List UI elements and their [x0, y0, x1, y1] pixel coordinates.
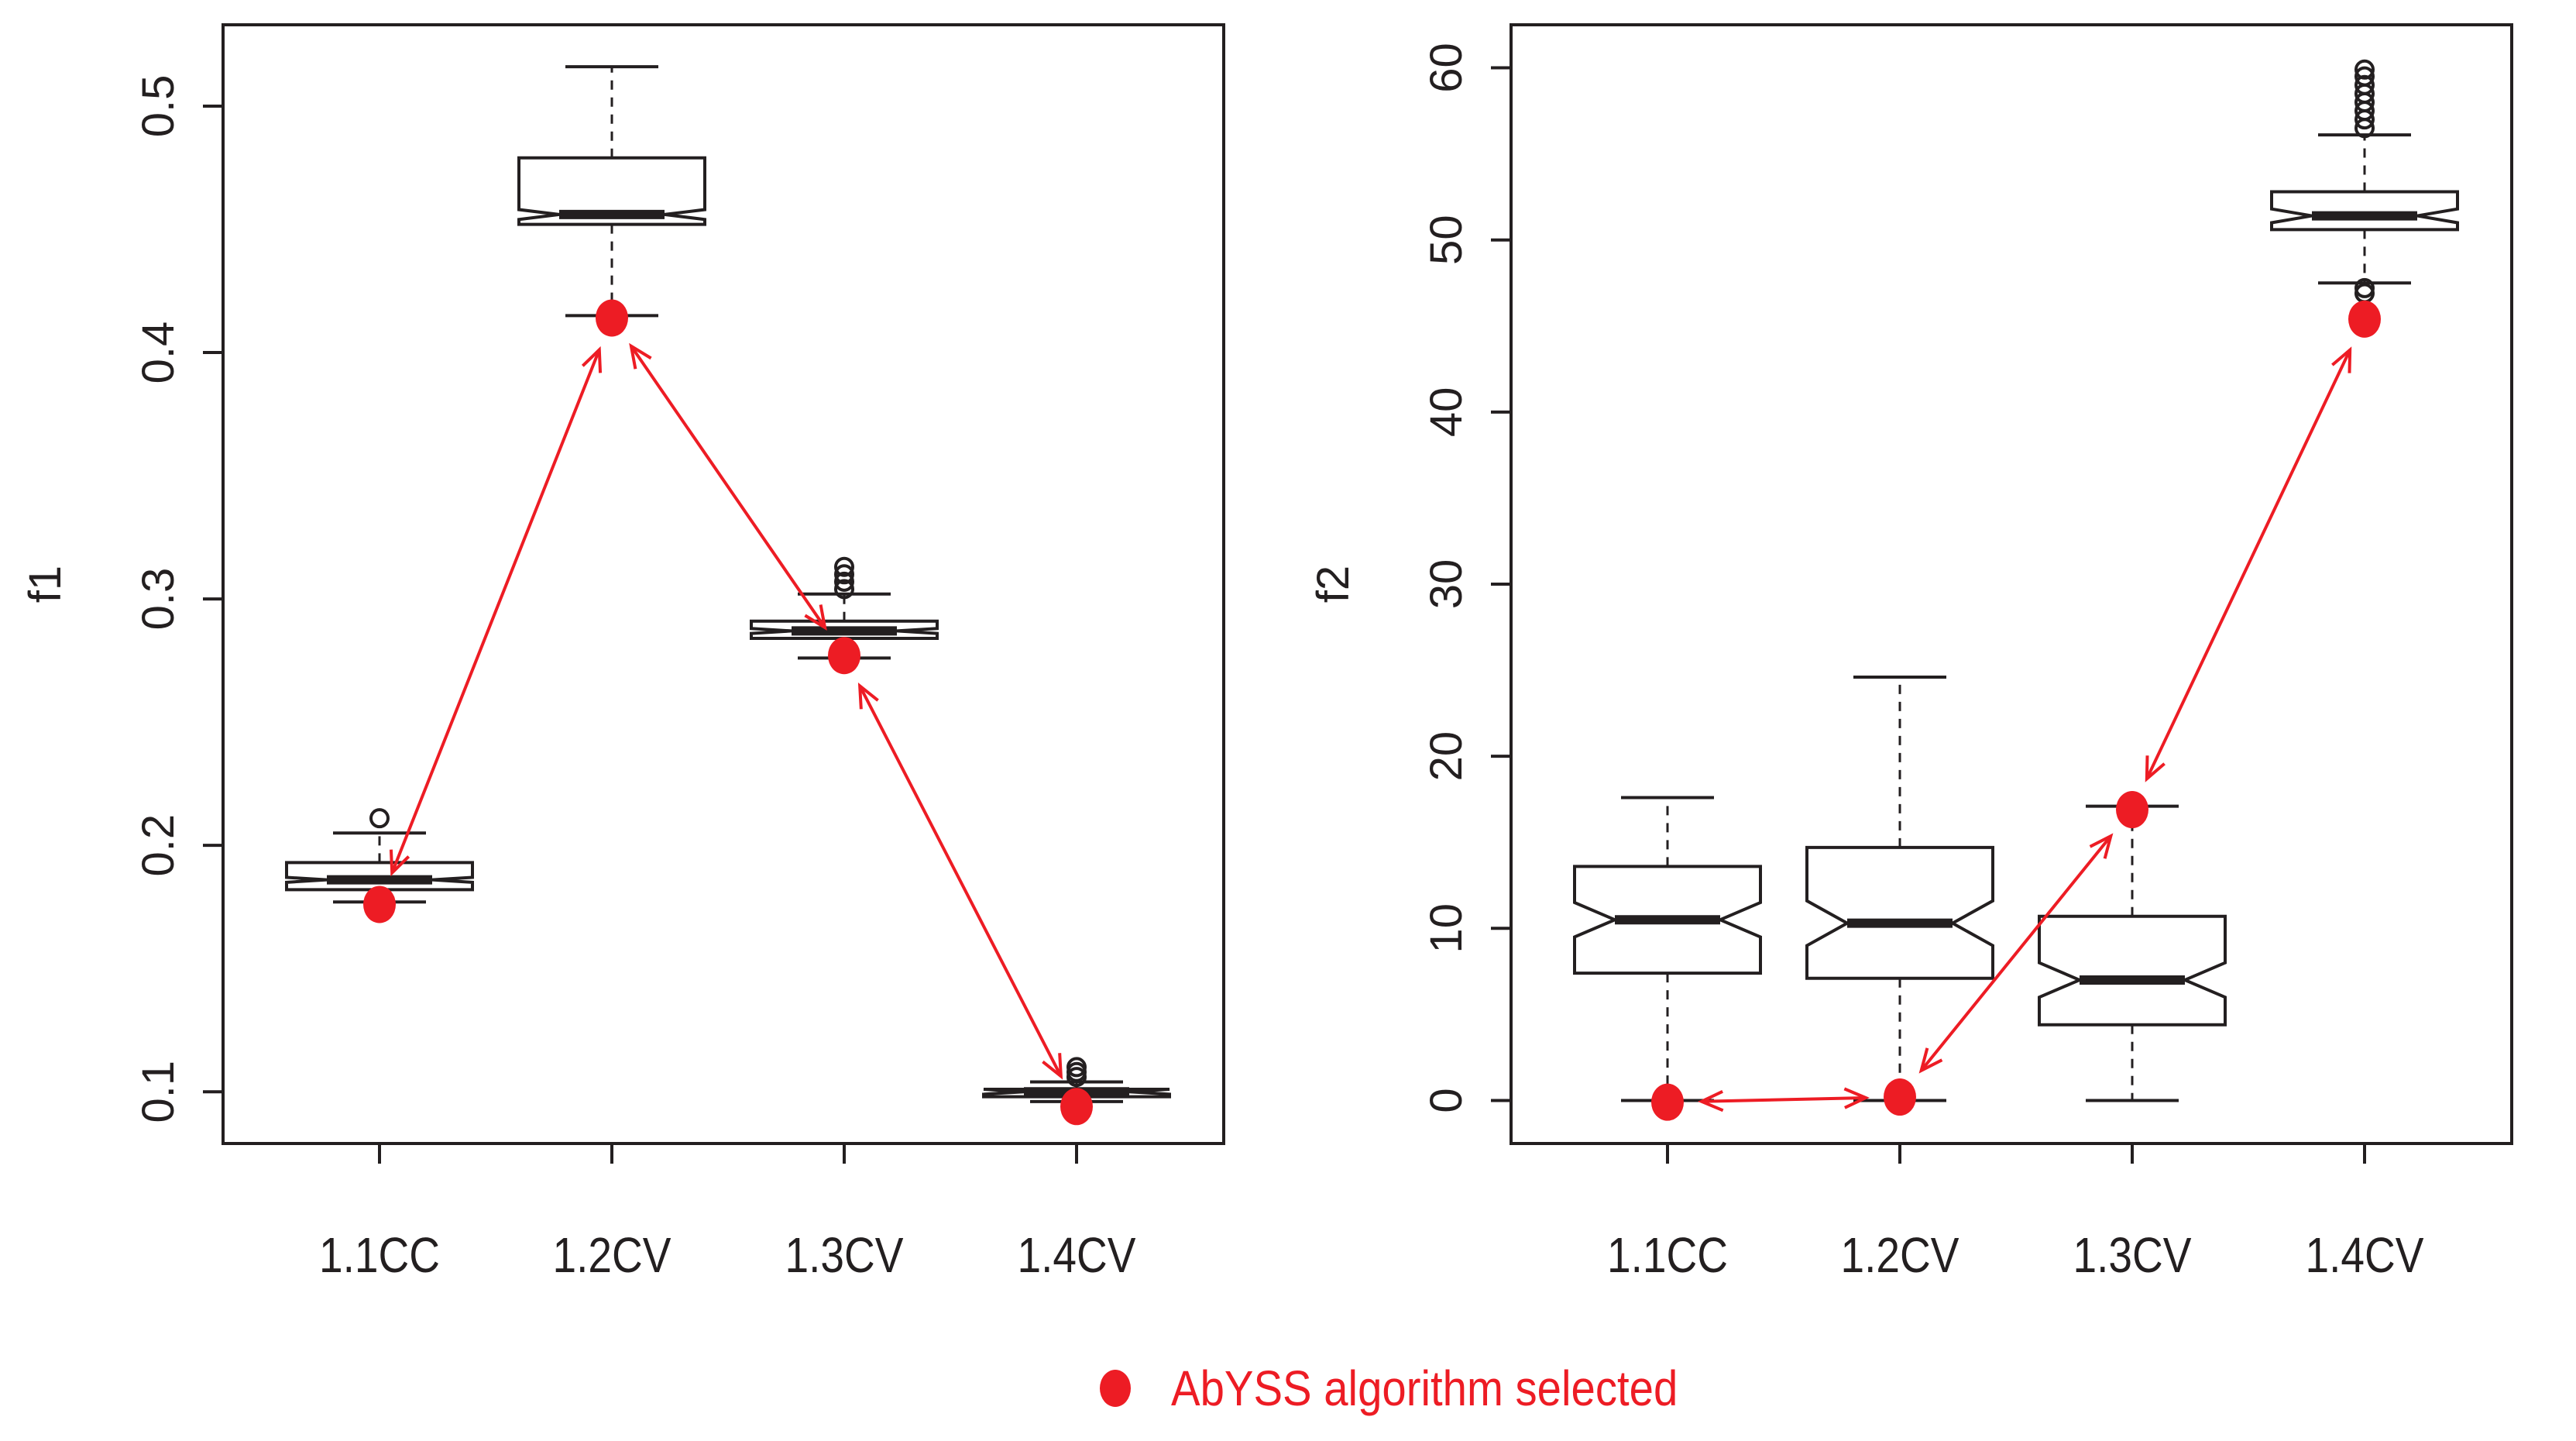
arrow-shaft [1701, 1095, 1867, 1103]
plot-frame [222, 23, 1225, 1145]
x-tick-label: 1.2CV [1841, 1227, 1959, 1283]
outlier-point [2354, 74, 2375, 95]
arrow-shaft [630, 345, 826, 629]
x-tick-label: 1.3CV [785, 1227, 904, 1283]
legend: AbYSS algorithm selected [1100, 1357, 1747, 1419]
selected-point [1884, 1078, 1916, 1116]
y-tick-label: 0.1 [133, 1061, 184, 1123]
x-tick-label: 1.4CV [1018, 1227, 1136, 1283]
outlier-point [834, 579, 854, 600]
arrow-head [1042, 1053, 1063, 1080]
selected-point [363, 886, 396, 923]
chart-f2: 0 10 20 30 40 50 60 f2 1.1CC 1.2CV 1.3CV 1.4CV [1308, 23, 2513, 1283]
y-tick-label: 0.4 [133, 322, 184, 384]
outlier-point [834, 564, 854, 585]
y-tick-label: 0.3 [133, 568, 184, 631]
arrow-head [2089, 833, 2114, 859]
arrow-head [2331, 346, 2352, 373]
x-tick-label: 1.1CC [319, 1227, 440, 1283]
box-body [2038, 914, 2227, 1027]
y-tick-label: 60 [1421, 43, 1472, 93]
selected-point [2116, 791, 2148, 829]
selection-arrow [629, 342, 827, 631]
selected-point [828, 637, 860, 675]
y-tick-label: 40 [1421, 387, 1472, 438]
y-axis-label: f2 [1308, 566, 1358, 603]
legend-marker [1100, 1370, 1131, 1407]
selection-arrow [389, 346, 603, 877]
y-tick-label: 30 [1421, 559, 1472, 610]
y-tick-label: 0 [1421, 1088, 1472, 1113]
chart-f1: 0.1 0.2 0.3 0.4 0.5 f1 1.1CC 1.2CV 1.3CV 1.4CV [20, 23, 1225, 1283]
arrow-head [581, 346, 603, 373]
outlier-point [834, 571, 854, 592]
y-axis-label: f1 [20, 566, 70, 603]
y-tick-label: 20 [1421, 731, 1472, 782]
arrow-head [2145, 755, 2166, 782]
selection-arrow [1698, 1087, 1870, 1113]
legend-label: AbYSS algorithm selected [1171, 1360, 1678, 1416]
selection-arrow [2145, 346, 2352, 782]
y-tick-label: 0.2 [133, 814, 184, 877]
y-tick-label: 0.5 [133, 75, 184, 138]
box-body [2270, 190, 2459, 232]
x-tick-label: 1.2CV [553, 1227, 671, 1283]
arrow-shaft [390, 349, 601, 874]
arrow-head [1843, 1087, 1870, 1109]
y-tick-label: 50 [1421, 215, 1472, 265]
arrow-shaft [1920, 834, 2112, 1072]
selected-point [2348, 300, 2381, 338]
arrow-shaft [2145, 349, 2351, 780]
outlier-point [834, 556, 854, 577]
selection-arrow [1918, 833, 2114, 1074]
outlier-point [1066, 1057, 1087, 1078]
arrow-shaft [858, 685, 1063, 1078]
selection-arrow [857, 682, 1063, 1080]
outlier-point [369, 808, 390, 829]
selected-point [596, 299, 628, 337]
selected-point [1651, 1083, 1684, 1121]
y-tick-label: 10 [1421, 903, 1472, 954]
arrow-head [389, 849, 410, 877]
arrow-head [804, 604, 827, 631]
box-body [1805, 845, 1994, 980]
x-tick-label: 1.4CV [2306, 1227, 2424, 1283]
box-body [517, 156, 706, 226]
arrow-head [629, 342, 652, 370]
outlier-point [2354, 59, 2375, 80]
arrow-head [857, 682, 879, 710]
x-tick-label: 1.3CV [2073, 1227, 2192, 1283]
outlier-point [2354, 66, 2375, 87]
selected-point [1060, 1088, 1093, 1126]
outlier-point [2354, 277, 2375, 298]
x-tick-label: 1.1CC [1607, 1227, 1728, 1283]
arrow-head [1918, 1047, 1943, 1074]
arrow-head [1698, 1090, 1724, 1113]
